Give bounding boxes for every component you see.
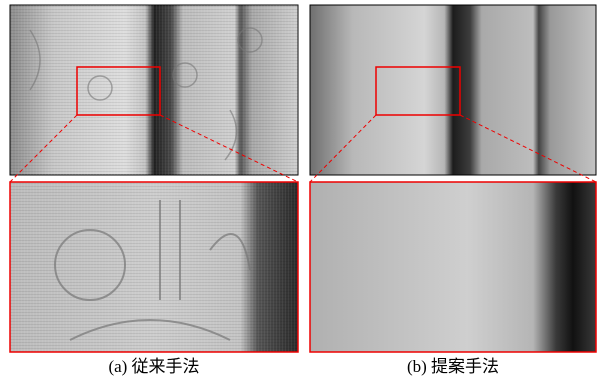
caption: (b) 提案手法 (407, 357, 499, 376)
figure: (a) 従来手法 (b) 提案手法 (0, 0, 600, 380)
image-zoom-b (310, 182, 596, 352)
caption: (a) 従来手法 (108, 357, 199, 376)
image-texture (10, 182, 298, 352)
panel-b: (b) 提案手法 (310, 5, 596, 376)
panel-a: (a) 従来手法 (10, 5, 298, 376)
image-texture (10, 5, 298, 175)
image-original-b (310, 5, 596, 175)
